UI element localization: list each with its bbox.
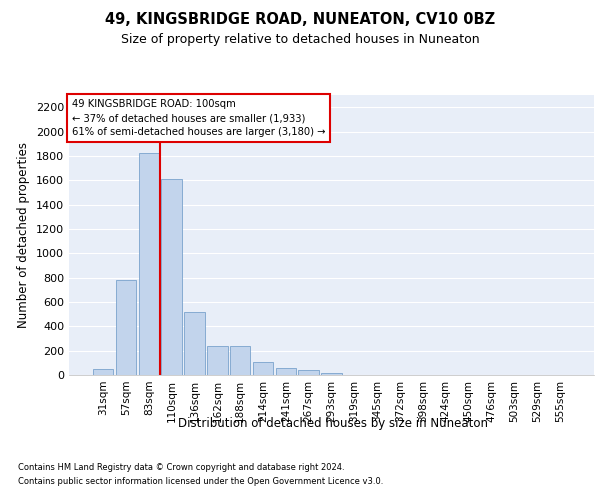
Bar [93,369,113,375]
Bar [207,346,227,375]
Bar [298,370,319,375]
Bar [230,346,250,375]
Bar [253,362,273,375]
Text: 49, KINGSBRIDGE ROAD, NUNEATON, CV10 0BZ: 49, KINGSBRIDGE ROAD, NUNEATON, CV10 0BZ [105,12,495,28]
Bar [321,372,342,375]
Bar [116,280,136,375]
Text: Distribution of detached houses by size in Nuneaton: Distribution of detached houses by size … [178,418,488,430]
Bar [161,179,182,375]
Text: Contains public sector information licensed under the Open Government Licence v3: Contains public sector information licen… [18,478,383,486]
Bar [184,312,205,375]
Text: Contains HM Land Registry data © Crown copyright and database right 2024.: Contains HM Land Registry data © Crown c… [18,462,344,471]
Bar [139,154,159,375]
Y-axis label: Number of detached properties: Number of detached properties [17,142,31,328]
Text: 49 KINGSBRIDGE ROAD: 100sqm
← 37% of detached houses are smaller (1,933)
61% of : 49 KINGSBRIDGE ROAD: 100sqm ← 37% of det… [71,99,325,137]
Text: Size of property relative to detached houses in Nuneaton: Size of property relative to detached ho… [121,32,479,46]
Bar [275,368,296,375]
